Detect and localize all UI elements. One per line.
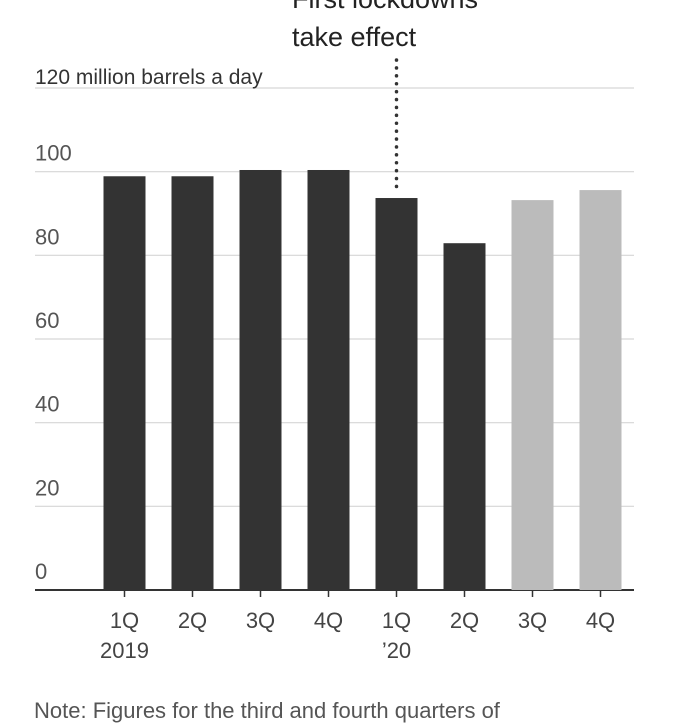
x-tick-label-year: ’20 <box>382 638 411 663</box>
y-tick-label: 100 <box>35 141 72 166</box>
bar-3 <box>307 169 350 590</box>
x-tick-label-quarter: 1Q <box>110 608 139 633</box>
y-tick-label: 80 <box>35 224 59 249</box>
x-tick-label-quarter: 4Q <box>314 608 343 633</box>
bar-chart: 0 20 40 60 80 100 1Q 2019 2Q 3Q 4Q 1Q ’20 2Q 3Q 4Q Fir… <box>35 0 634 663</box>
bars <box>103 169 622 591</box>
bar-5 <box>443 243 486 590</box>
x-axis-labels: 1Q 2019 2Q 3Q 4Q 1Q ’20 2Q 3Q 4Q <box>100 590 615 663</box>
bar-2 <box>239 169 282 590</box>
x-tick-label-quarter: 1Q <box>382 608 411 633</box>
chart-note: Note: Figures for the third and fourth q… <box>34 698 500 723</box>
x-tick-label-quarter: 2Q <box>178 608 207 633</box>
bar-1 <box>171 176 214 591</box>
bar-0 <box>103 176 146 591</box>
x-tick-label-quarter: 3Q <box>246 608 275 633</box>
bar-7 <box>579 190 622 590</box>
y-tick-label: 60 <box>35 308 59 333</box>
y-tick-label: 0 <box>35 559 47 584</box>
y-tick-label: 40 <box>35 392 59 417</box>
annotation-text-line: take effect <box>292 22 417 52</box>
lockdown-annotation: First lockdowns take effect <box>292 0 478 194</box>
annotation-text-line: First lockdowns <box>292 0 478 14</box>
y-axis-unit-label: 120 million barrels a day <box>35 66 263 89</box>
y-tick-label: 20 <box>35 475 59 500</box>
bar-6 <box>511 200 554 590</box>
y-axis-ticks: 0 20 40 60 80 100 <box>35 141 72 584</box>
bar-4 <box>375 198 418 590</box>
x-tick-label-quarter: 2Q <box>450 608 479 633</box>
x-tick-label-quarter: 4Q <box>586 608 615 633</box>
x-tick-label-quarter: 3Q <box>518 608 547 633</box>
x-tick-label-year: 2019 <box>100 638 149 663</box>
